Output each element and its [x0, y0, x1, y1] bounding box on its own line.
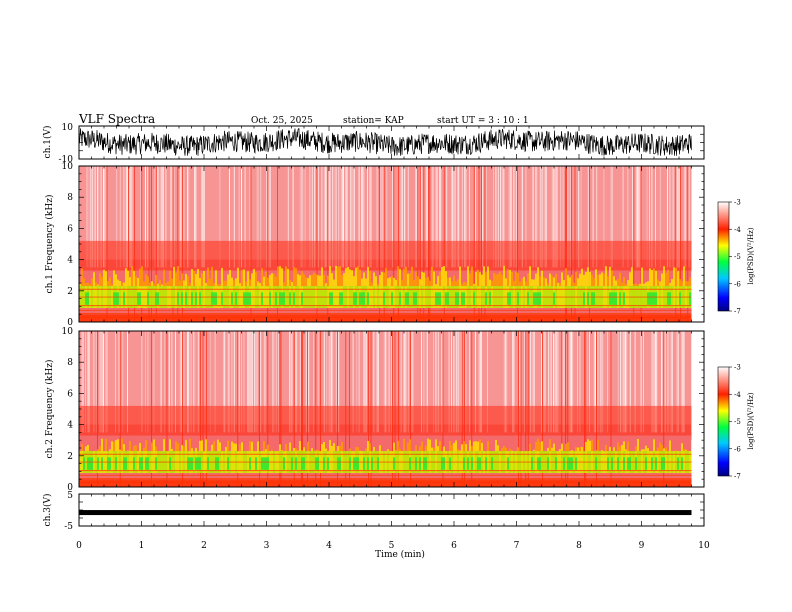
- figure-title: VLF Spectra: [78, 112, 155, 126]
- colorbar-tick-1-4: -7: [734, 308, 741, 316]
- ytick-label-2-1: 2: [67, 452, 73, 462]
- colorbar-tick-1-0: -3: [734, 199, 741, 207]
- xtick-label-4: 4: [326, 541, 332, 551]
- ch1-colorbar-label: log(PSD)(V²/Hz): [747, 227, 755, 284]
- xtick-label-9: 9: [639, 541, 645, 551]
- header-station: station= KAP: [343, 116, 404, 126]
- ch1-spectrogram-image: [79, 166, 704, 322]
- xtick-label-0: 0: [76, 541, 82, 551]
- x-axis-label: Time (min): [375, 549, 425, 560]
- colorbar-tick-1-2: -5: [734, 253, 741, 261]
- ytick-label-1-2: 4: [67, 256, 73, 266]
- ch2-colorbar-label: log(PSD)(V²/Hz): [747, 392, 755, 449]
- xtick-label-5: 5: [389, 541, 395, 551]
- ytick-label-2-5: 10: [62, 327, 74, 337]
- ch2-colorbar-scale: [717, 366, 730, 477]
- ch2-spectrogram-panel: 0 2 4 6 8 10 ch.2 Frequency (kHz): [44, 327, 705, 493]
- ytick-label-1-4: 8: [67, 193, 73, 203]
- xtick-label-2: 2: [201, 541, 207, 551]
- ch3-waveform-band: [79, 510, 692, 516]
- xtick-label-3: 3: [264, 541, 270, 551]
- ytick-label-1-5: 10: [62, 162, 74, 172]
- colorbar-tick-2-4: -7: [734, 473, 741, 481]
- colorbar-tick-1-1: -4: [734, 226, 741, 234]
- xtick-label-8: 8: [576, 541, 582, 551]
- ytick-label-1-3: 6: [67, 224, 73, 234]
- ch2-colorbar: log(PSD)(V²/Hz) -3 -4 -5 -6 -7: [717, 364, 755, 481]
- ytick-label-2-4: 8: [67, 358, 73, 368]
- x-axis: 0 1 2 3 4 5 6 7 8 9 10: [76, 541, 710, 551]
- ch3-waveform-trace: [79, 510, 692, 516]
- colorbar-tick-1-3: -6: [734, 280, 741, 288]
- ch3-waveform-panel: 5 -5 ch.3(V): [42, 491, 705, 532]
- ch1-spectrogram-panel: 0 2 4 6 8 10 ch.1 Frequency (kHz): [44, 162, 705, 328]
- ch1-spectrogram-ylabel: ch.1 Frequency (kHz): [44, 195, 55, 294]
- ch3-ytick-bottom: -5: [64, 522, 73, 532]
- ch2-spectrogram-ylabel: ch.2 Frequency (kHz): [44, 360, 55, 459]
- ch1-colorbar-scale: [717, 201, 730, 312]
- ch3-waveform-ylabel: ch.3(V): [42, 494, 53, 527]
- ytick-label-2-2: 4: [67, 421, 73, 431]
- ch1-waveform-line: [78, 128, 692, 156]
- ch2-spectrogram-image: [79, 331, 704, 487]
- colorbar-tick-2-0: -3: [734, 364, 741, 372]
- xtick-label-7: 7: [514, 541, 520, 551]
- ch1-ytick-bottom: -10: [59, 155, 74, 165]
- ch1-ytick-top: 10: [62, 123, 74, 133]
- ytick-label-2-0: 0: [67, 483, 73, 493]
- colorbar-tick-2-1: -4: [734, 391, 741, 399]
- colorbar-tick-2-3: -6: [734, 445, 741, 453]
- ch1-waveform-ylabel: ch.1(V): [42, 126, 53, 159]
- xtick-label-1: 1: [139, 541, 145, 551]
- xtick-label-10: 10: [698, 541, 710, 551]
- ytick-label-1-1: 2: [67, 287, 73, 297]
- header-start-time: start UT = 3 : 10 : 1: [437, 116, 529, 126]
- colorbar-tick-2-2: -5: [734, 418, 741, 426]
- ch1-waveform-panel: 10 -10 ch.1(V): [42, 123, 705, 165]
- ch3-ytick-top: 5: [67, 491, 73, 501]
- ytick-label-1-0: 0: [67, 318, 73, 328]
- xtick-label-6: 6: [451, 541, 457, 551]
- header-date: Oct. 25, 2025: [251, 116, 313, 126]
- ch1-waveform-trace: [78, 128, 692, 156]
- ytick-label-2-3: 6: [67, 389, 73, 399]
- ch1-colorbar: log(PSD)(V²/Hz) -3 -4 -5 -6 -7: [717, 199, 755, 316]
